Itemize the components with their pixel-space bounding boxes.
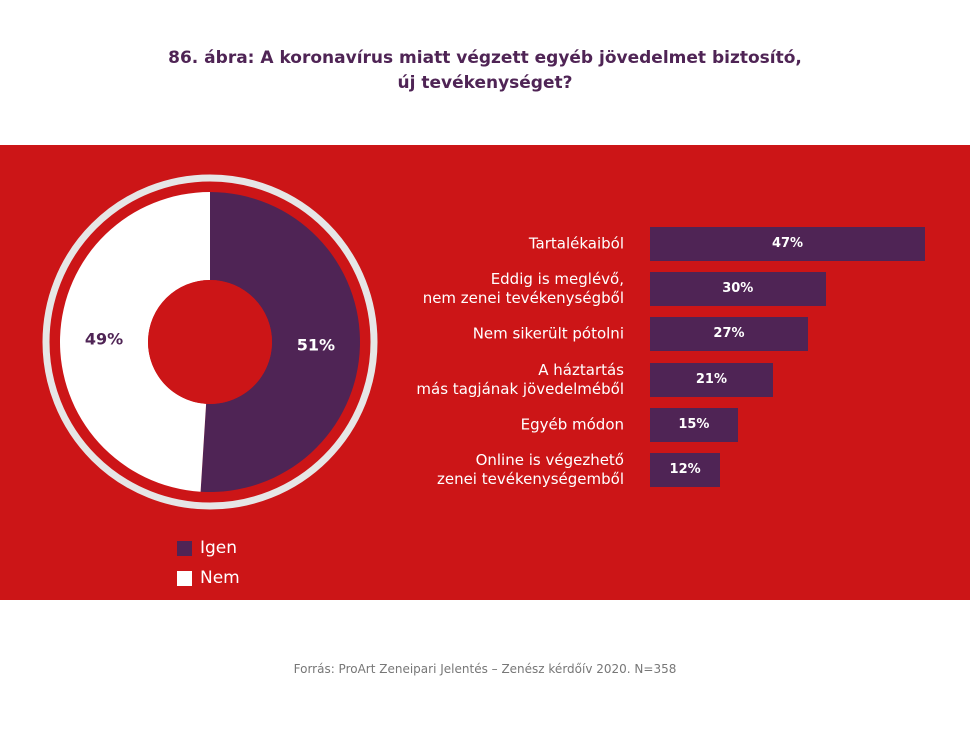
- donut-chart: [42, 174, 378, 510]
- bar-value-label: 12%: [669, 462, 701, 477]
- chart-panel: 51% 49% Igen Nem Tartalékaiból 47% Eddig is…: [0, 145, 970, 600]
- bar-value-label: 27%: [713, 326, 745, 342]
- chart-title: 86. ábra: A koronavírus miatt végzett eg…: [0, 46, 970, 96]
- bar: [650, 317, 808, 352]
- donut-slice-nem: [59, 192, 210, 492]
- legend: Igen Nem: [177, 533, 240, 593]
- bar-category-label: Egyéb módon: [520, 415, 624, 434]
- bar-category-label: Online is végezhető zenei tevékenységembő…: [436, 451, 624, 488]
- bar-value-label: 30%: [722, 281, 754, 297]
- bar: [650, 453, 721, 487]
- bar-value-label: 21%: [695, 371, 727, 387]
- bar-category-label: Tartalékaiból: [528, 234, 624, 253]
- legend-item-nem: Nem: [177, 563, 240, 593]
- donut-outer-ring: [42, 174, 378, 510]
- bar-value-label: 47%: [771, 236, 804, 251]
- legend-swatch-igen: [177, 540, 192, 556]
- chart-title-line-2: új tevékenységet?: [397, 73, 573, 93]
- legend-swatch-nem: [177, 570, 192, 586]
- bar: [650, 362, 773, 397]
- source-note: Forrás: ProArt Zeneipari Jelentés – Zené…: [293, 662, 677, 676]
- bar: [650, 227, 925, 261]
- donut-slice-igen: [200, 192, 360, 492]
- legend-label-nem: Nem: [200, 568, 240, 588]
- legend-item-igen: Igen: [177, 533, 240, 563]
- donut-label-igen: 51%: [296, 335, 336, 355]
- bar: [650, 272, 826, 307]
- donut-hole: [148, 280, 272, 404]
- bar-category-label: A háztartás más tagjának jövedelméből: [416, 360, 624, 398]
- bar-category-label: Eddig is meglévő, nem zenei tevékenységbő…: [422, 270, 624, 308]
- donut-label-nem: 49%: [84, 329, 124, 349]
- bar: [650, 407, 738, 442]
- bar-value-label: 15%: [678, 416, 710, 432]
- legend-label-igen: Igen: [200, 538, 238, 558]
- chart-title-line-1: 86. ábra: A koronavírus miatt végzett eg…: [168, 48, 802, 68]
- bar-category-label: Nem sikerült pótolni: [472, 324, 624, 343]
